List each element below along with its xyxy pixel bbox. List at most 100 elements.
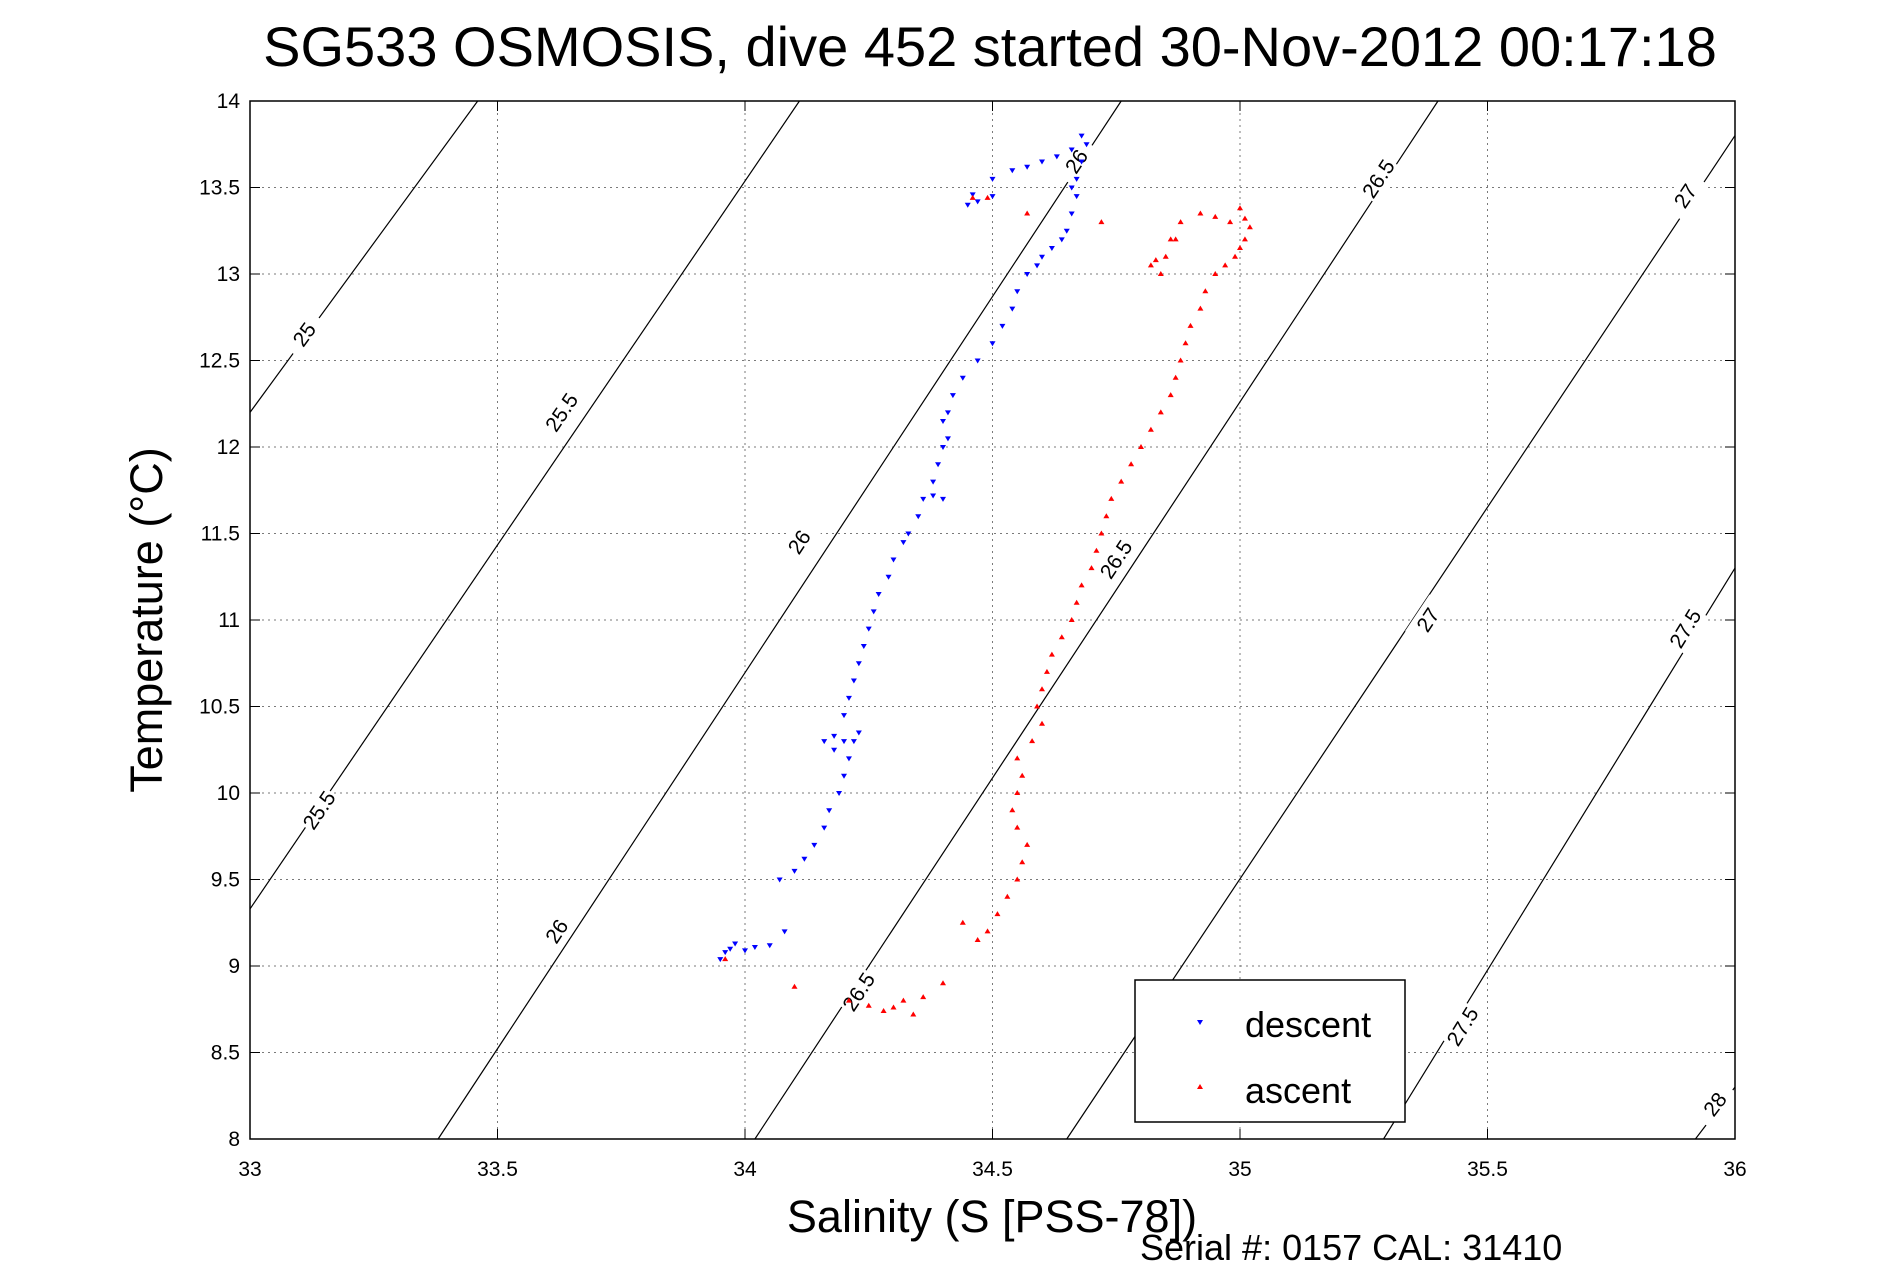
- descent-point: [1053, 154, 1060, 160]
- descent-point: [974, 358, 981, 364]
- y-tick-label: 12: [217, 436, 240, 459]
- descent-point: [959, 375, 966, 381]
- density-contour-label: 26.5: [835, 966, 882, 1018]
- descent-point: [1039, 254, 1045, 260]
- ascent-point: [1098, 530, 1105, 536]
- descent-point: [821, 739, 828, 745]
- ascent-point: [1212, 271, 1219, 276]
- descent-point: [865, 626, 872, 632]
- ascent-point: [1029, 738, 1036, 744]
- x-axis-label: Salinity (S [PSS-78]): [787, 1191, 1197, 1242]
- descent-point: [791, 868, 798, 874]
- descent-point: [826, 808, 833, 814]
- descent-point: [885, 574, 892, 580]
- legend-label-ascent: ascent: [1245, 1070, 1351, 1111]
- descent-point: [766, 943, 773, 949]
- descent-point: [940, 445, 946, 450]
- ascent-point: [1014, 824, 1021, 830]
- contour-label-background: [1355, 153, 1402, 205]
- ascent-point: [1103, 513, 1110, 519]
- ascent-point: [1227, 219, 1234, 225]
- y-tick-label: 12.5: [199, 350, 240, 373]
- ascent-point: [900, 997, 907, 1003]
- ascent-point: [1108, 495, 1115, 501]
- descent-point: [841, 739, 847, 745]
- descent-point: [850, 739, 857, 745]
- descent-point: [722, 950, 729, 956]
- density-contour-label: 27.5: [1440, 1001, 1486, 1053]
- y-tick-label: 13: [217, 263, 240, 286]
- descent-point: [1009, 306, 1016, 312]
- density-contour-line: [1066, 135, 1736, 1140]
- legend-marker-descent: [1197, 1020, 1203, 1025]
- ascent-point: [1128, 461, 1135, 467]
- ascent-point: [974, 937, 981, 943]
- ascent-point: [910, 1011, 917, 1017]
- ascent-point: [1019, 859, 1026, 865]
- legend-box: [1134, 979, 1406, 1123]
- descent-point: [940, 496, 946, 502]
- ascent-point: [1232, 253, 1239, 259]
- ascent-point: [1172, 374, 1179, 380]
- ascent-point: [1014, 755, 1021, 761]
- descent-point: [930, 479, 937, 485]
- ascent-point: [1078, 582, 1085, 588]
- descent-point: [1034, 263, 1041, 269]
- descent-point: [1048, 246, 1055, 252]
- ascent-point: [1177, 357, 1184, 363]
- density-contour-line: [437, 100, 1122, 1140]
- descent-point: [944, 410, 951, 416]
- ascent-point: [845, 997, 852, 1003]
- x-tick-label: 35: [1228, 1158, 1251, 1181]
- descent-point: [964, 202, 971, 208]
- ascent-point: [1237, 245, 1243, 251]
- ascent-point: [994, 911, 1001, 917]
- descent-point: [742, 948, 748, 954]
- contour-label-background: [280, 309, 328, 360]
- ascent-point: [1098, 219, 1105, 225]
- contour-label-background: [1662, 170, 1709, 222]
- density-contour-label: 27.5: [1662, 603, 1709, 655]
- descent-point: [930, 493, 937, 499]
- ascent-point: [969, 194, 976, 200]
- ascent-point: [984, 928, 991, 934]
- ascent-point: [1118, 478, 1125, 484]
- x-axis-ticks: 33 33.5 34 34.5 35 35.5 36: [238, 101, 1747, 1181]
- descent-point: [900, 540, 907, 546]
- descent-point: [905, 531, 912, 537]
- descent-point: [751, 944, 758, 950]
- ascent-point: [1197, 305, 1204, 311]
- descent-point: [935, 462, 942, 468]
- y-tick-label: 8.5: [211, 1042, 240, 1065]
- ascent-point: [1241, 236, 1248, 242]
- ascent-point: [1024, 210, 1031, 216]
- x-tick-label: 34.5: [972, 1158, 1013, 1181]
- serial-cal-footer: Serial #: 0157 CAL: 31410: [1140, 1227, 1562, 1262]
- ascent-point: [1073, 599, 1080, 605]
- density-contour-label: 26.5: [1355, 153, 1402, 205]
- descent-point: [845, 695, 852, 701]
- descent-point: [949, 393, 956, 399]
- descent-point: [801, 856, 808, 862]
- descent-point: [831, 733, 838, 739]
- ascent-point: [880, 1007, 887, 1013]
- ascent-point: [1212, 213, 1219, 219]
- ascent-point: [1147, 262, 1154, 268]
- descent-point: [1068, 211, 1075, 217]
- ascent-point: [1004, 893, 1011, 899]
- ascent-point: [1014, 790, 1021, 795]
- contour-label-background: [533, 905, 580, 957]
- descent-point: [1073, 194, 1080, 200]
- descent-point: [855, 661, 862, 667]
- ascent-point: [1009, 807, 1016, 813]
- contour-label-background: [1405, 594, 1452, 646]
- ascent-point: [1039, 686, 1045, 692]
- ascent-point: [984, 194, 991, 200]
- descent-point: [1068, 147, 1075, 153]
- ascent-point: [1197, 210, 1204, 216]
- ascent-point: [1157, 271, 1164, 276]
- descent-point: [989, 176, 996, 182]
- descent-point: [1068, 185, 1075, 191]
- descent-point: [1009, 168, 1016, 174]
- density-contour-label: 26: [533, 905, 580, 957]
